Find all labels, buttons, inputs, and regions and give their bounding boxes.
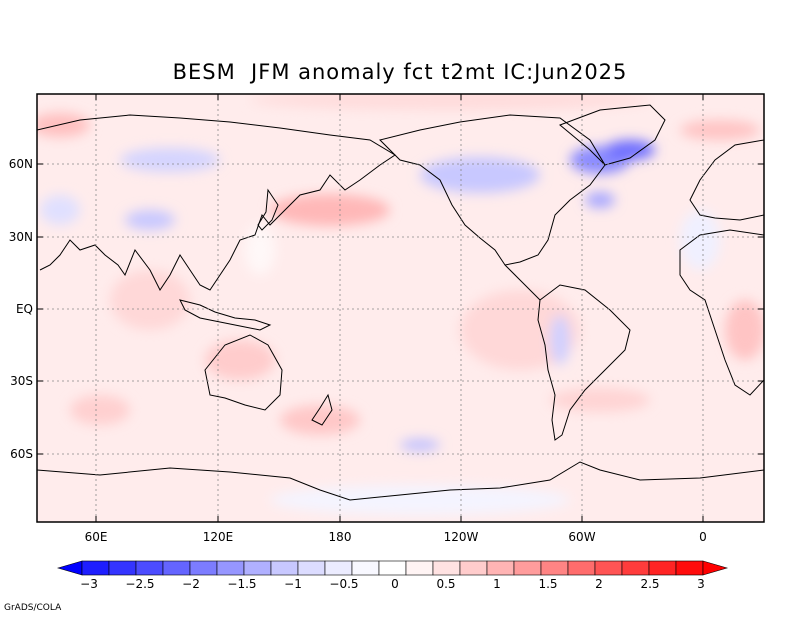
- colorbar: −3 −2.5 −2 −1.5 −1 −0.5 0 0.5 1 1.5 2 2.5 3: [56, 560, 729, 591]
- colorbar-box: [675, 560, 704, 576]
- colorbar-box: [297, 560, 326, 576]
- colorbar-label: −1: [284, 577, 302, 591]
- lon-label-180: 180: [329, 530, 352, 544]
- colorbar-box: [621, 560, 650, 576]
- colorbar-label: −2: [182, 577, 200, 591]
- lon-label-60e: 60E: [85, 530, 108, 544]
- lon-label-120e: 120E: [203, 530, 234, 544]
- colorbar-under-arrow: [56, 560, 83, 576]
- colorbar-box: [405, 560, 434, 576]
- colorbar-box: [486, 560, 515, 576]
- lon-label-60w: 60W: [568, 530, 595, 544]
- colorbar-box: [540, 560, 569, 576]
- credit-label: GrADS/COLA: [4, 603, 62, 613]
- colorbar-box: [270, 560, 299, 576]
- colorbar-label: 0: [391, 577, 399, 591]
- colorbar-label: −3: [80, 577, 98, 591]
- colorbar-label: 1: [493, 577, 501, 591]
- colorbar-box: [378, 560, 407, 576]
- colorbar-box: [135, 560, 164, 576]
- colorbar-box: [459, 560, 488, 576]
- colorbar-label: 2.5: [640, 577, 659, 591]
- coastlines: [37, 104, 764, 501]
- anomaly-field: [37, 94, 764, 522]
- colorbar-box: [162, 560, 191, 576]
- lon-label-0: 0: [699, 530, 707, 544]
- colorbar-box: [594, 560, 623, 576]
- colorbar-label: −0.5: [329, 577, 358, 591]
- lon-labels: 60E 120E 180 120W 60W 0: [85, 530, 707, 544]
- lon-label-120w: 120W: [444, 530, 479, 544]
- lat-label-30s: 30S: [10, 374, 33, 388]
- lat-label-eq: EQ: [16, 302, 33, 316]
- colorbar-label: 2: [595, 577, 603, 591]
- lat-label-60s: 60S: [10, 447, 33, 461]
- tick-marks: [37, 94, 764, 522]
- colorbar-boxes: [81, 560, 704, 576]
- colorbar-box: [189, 560, 218, 576]
- colorbar-box: [324, 560, 353, 576]
- map-frame: [36, 93, 765, 523]
- lat-labels: 60N 30N EQ 30S 60S: [9, 157, 33, 461]
- colorbar-labels: −3 −2.5 −2 −1.5 −1 −0.5 0 0.5 1 1.5 2 2.5 3: [80, 577, 705, 591]
- colorbar-label: 3: [697, 577, 705, 591]
- chart-title: BESM JFM anomaly fct t2mt IC:Jun2025: [172, 60, 628, 84]
- colorbar-box: [567, 560, 596, 576]
- colorbar-box: [648, 560, 677, 576]
- colorbar-label: 0.5: [436, 577, 455, 591]
- colorbar-box: [432, 560, 461, 576]
- colorbar-box: [81, 560, 110, 576]
- colorbar-label: −2.5: [125, 577, 154, 591]
- colorbar-box: [351, 560, 380, 576]
- colorbar-box: [216, 560, 245, 576]
- lat-label-60n: 60N: [9, 157, 33, 171]
- colorbar-box: [108, 560, 137, 576]
- colorbar-box: [513, 560, 542, 576]
- colorbar-label: −1.5: [227, 577, 256, 591]
- lat-label-30n: 30N: [9, 230, 33, 244]
- colorbar-box: [243, 560, 272, 576]
- colorbar-label: 1.5: [538, 577, 557, 591]
- gridlines: [37, 94, 764, 522]
- colorbar-over-arrow: [702, 560, 729, 576]
